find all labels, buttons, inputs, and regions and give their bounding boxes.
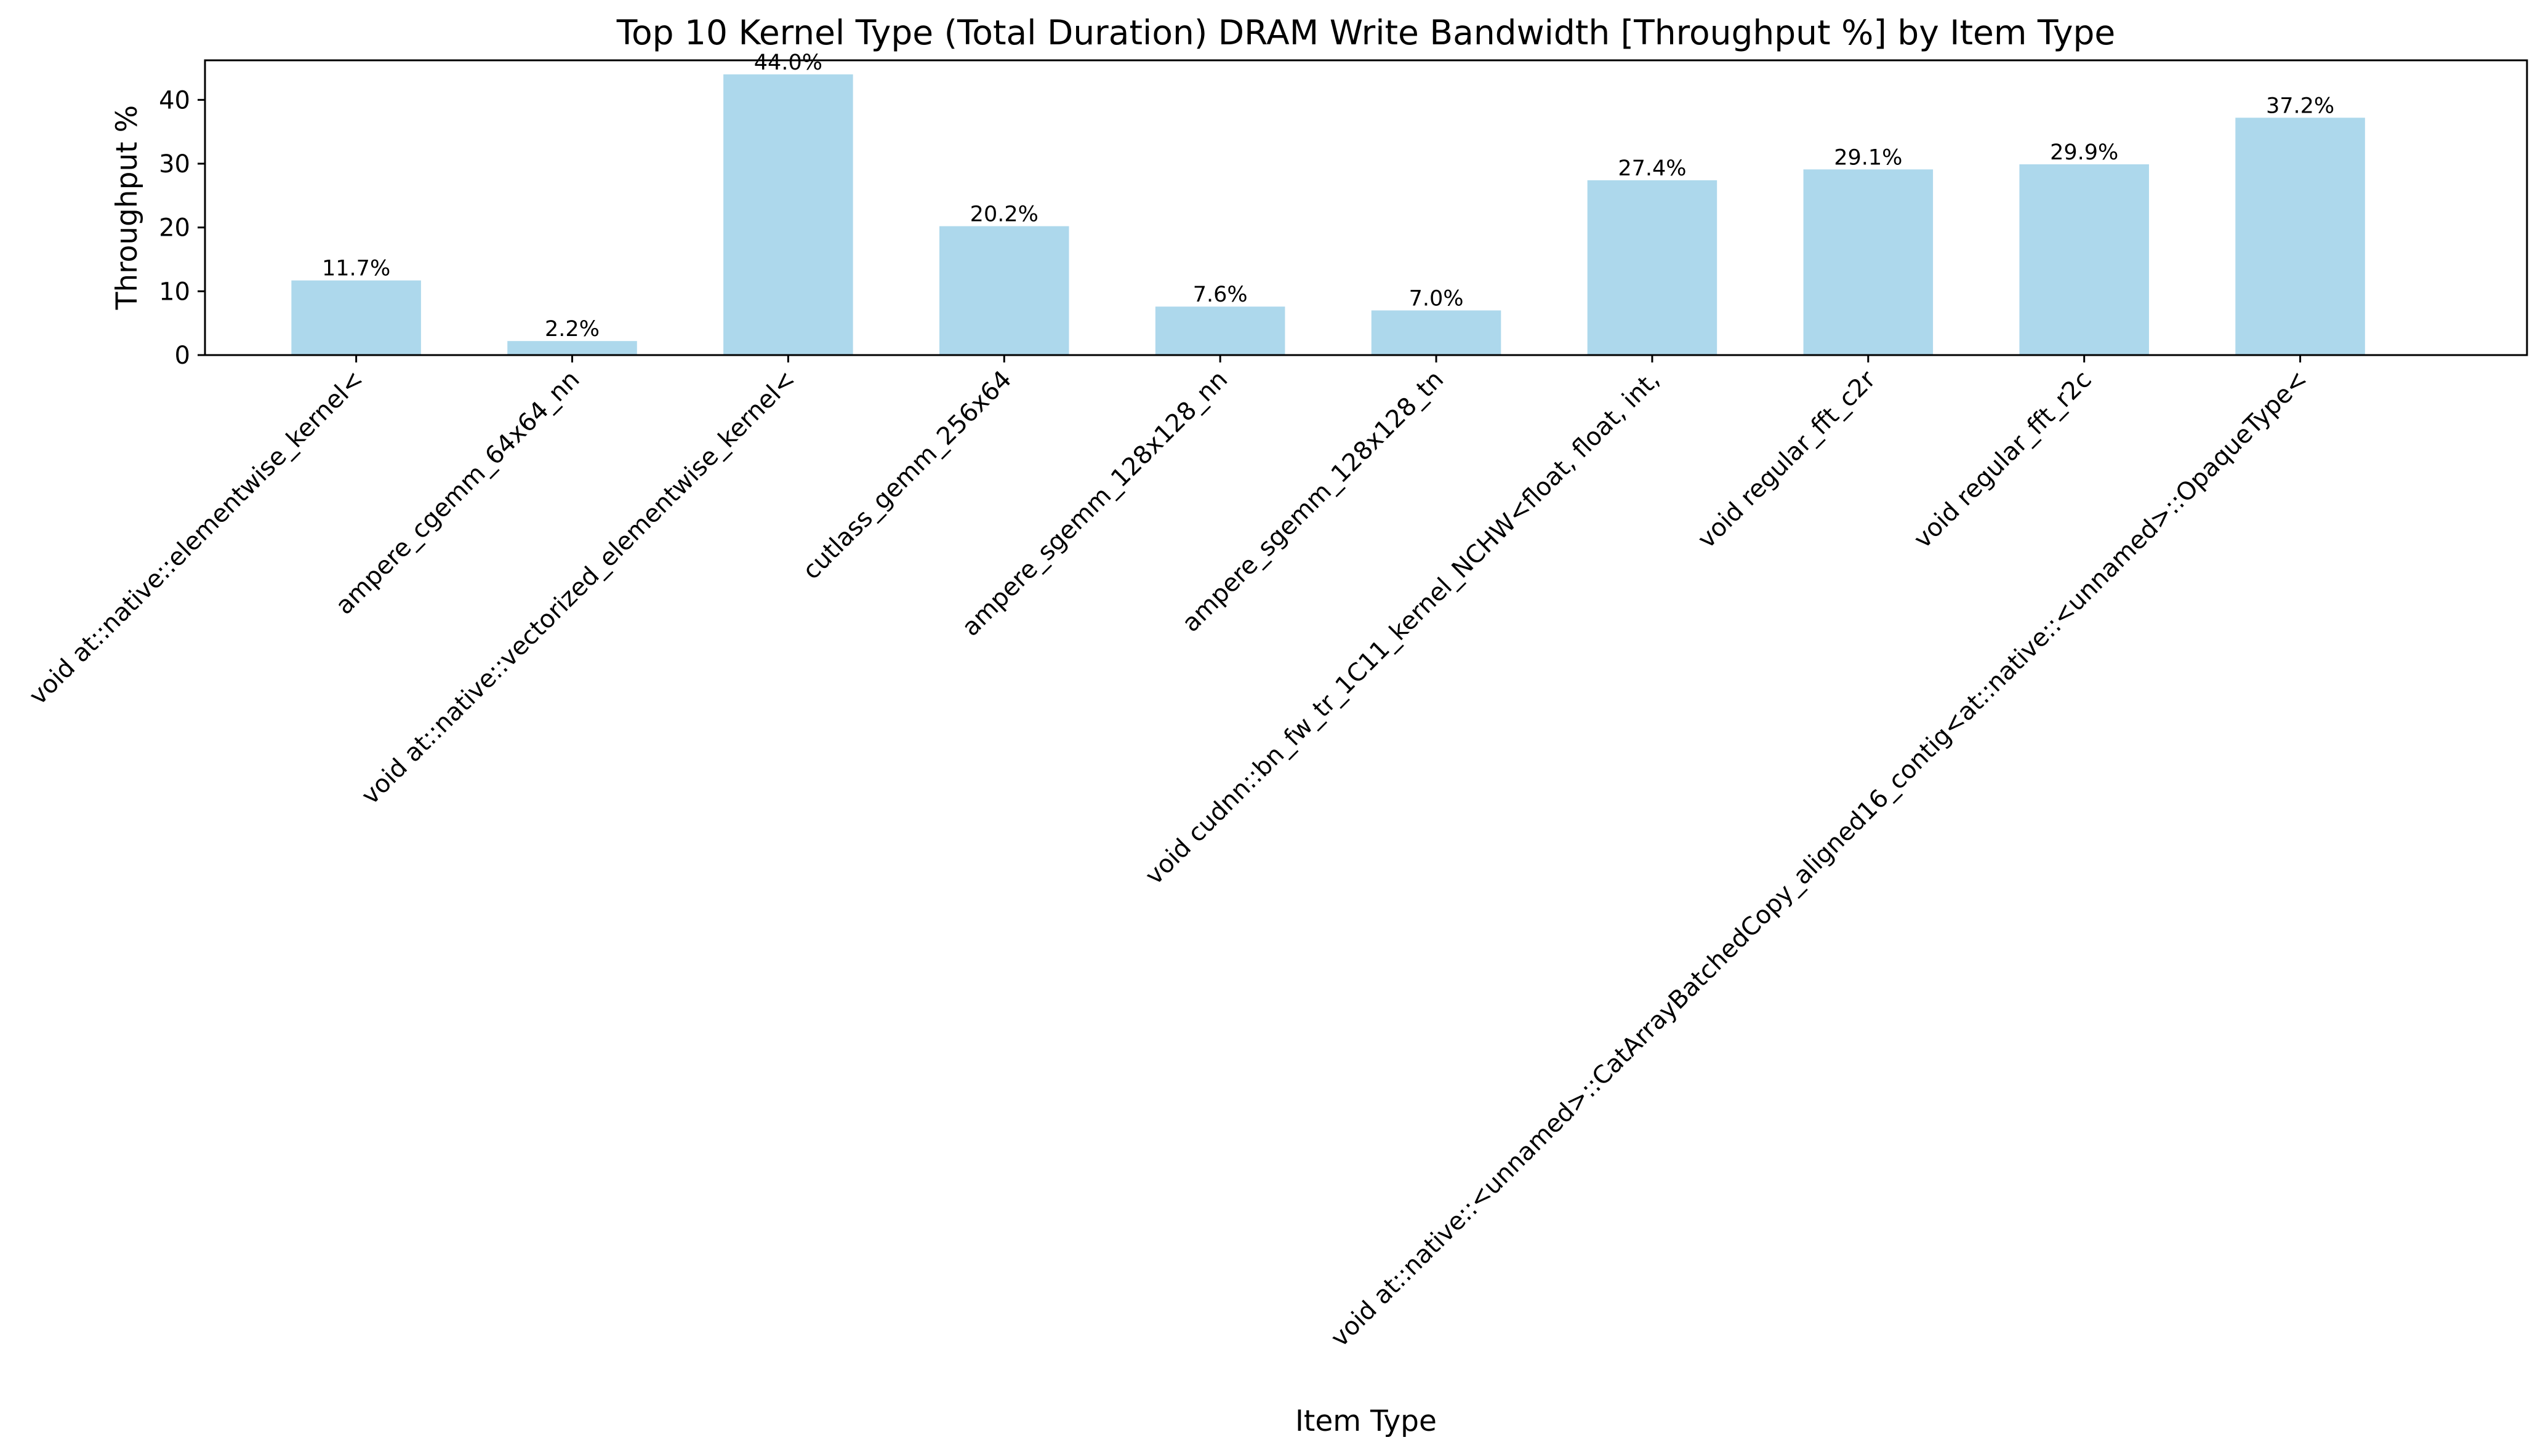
data-label-6: 27.4% (1618, 156, 1686, 181)
x-tick-label-6: void cudnn::bn_fw_tr_1C11_kernel_NCHW<fl… (1140, 366, 1665, 890)
x-tick-label-4: ampere_sgemm_128x128_nn (957, 366, 1233, 642)
data-labels-group: 11.7% 2.2% 44.0% 20.2% 7.6% 7.0% 27.4% 29.1% 29.… (322, 50, 2334, 342)
y-axis-label: Throughput % (110, 105, 144, 311)
y-tick-label-3: 30 (159, 150, 190, 178)
y-tick-label-1: 10 (159, 278, 190, 306)
x-tick-label-3: cutlass_gemm_256x64 (797, 366, 1017, 585)
bar-5 (1371, 310, 1501, 355)
bar-0 (291, 280, 421, 355)
x-tick-label-5: ampere_sgemm_128x128_tn (1177, 366, 1450, 638)
x-tick-label-0: void at::native::elementwise_kernel< (24, 366, 369, 711)
data-label-1: 2.2% (545, 317, 600, 342)
bar-1 (507, 341, 637, 355)
data-label-4: 7.6% (1193, 282, 1248, 307)
bar-4 (1155, 306, 1285, 355)
bar-2 (723, 74, 853, 356)
data-label-0: 11.7% (322, 257, 390, 281)
x-tick-label-1: ampere_cgemm_64x64_nn (330, 366, 585, 620)
bar-7 (1803, 169, 1934, 355)
bar-9 (2235, 118, 2365, 355)
data-label-8: 29.9% (2050, 140, 2118, 165)
x-tick-label-7: void regular_fft_c2r (1692, 365, 1881, 554)
bar-8 (2019, 164, 2149, 355)
bar-3 (939, 226, 1069, 355)
data-label-2: 44.0% (754, 50, 822, 75)
data-label-3: 20.2% (970, 202, 1038, 227)
bar-6 (1587, 180, 1717, 355)
y-tick-label-0: 0 (175, 342, 190, 370)
y-axis: 0 10 20 30 40 (159, 86, 205, 370)
data-label-7: 29.1% (1834, 145, 1902, 170)
x-tick-label-9: void at::native::<unnamed>::CatArrayBatc… (1325, 366, 2313, 1353)
x-tick-label-2: void at::native::vectorized_elementwise_… (356, 366, 801, 810)
x-axis-label: Item Type (1295, 1404, 1437, 1438)
chart-title: Top 10 Kernel Type (Total Duration) DRAM… (616, 13, 2116, 52)
plot-frame (204, 59, 2528, 356)
x-tick-label-8: void regular_fft_r2c (1908, 366, 2097, 554)
data-label-5: 7.0% (1409, 286, 1464, 311)
y-tick-label-2: 20 (159, 214, 190, 242)
data-label-9: 37.2% (2266, 94, 2334, 118)
x-axis: void at::native::elementwise_kernel<ampe… (24, 355, 2313, 1353)
bars-group (291, 74, 2365, 356)
y-tick-label-4: 40 (159, 86, 190, 114)
